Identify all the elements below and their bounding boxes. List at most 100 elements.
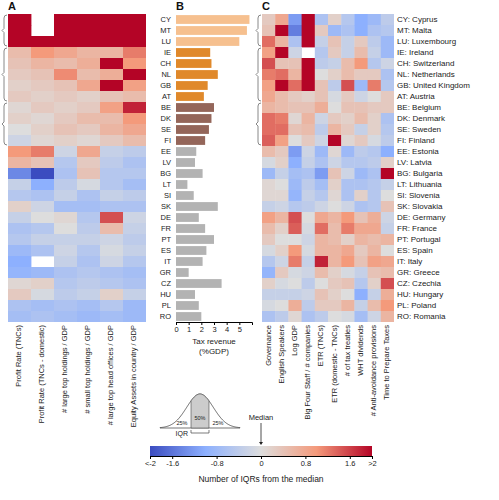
heatmap-cell — [54, 278, 77, 289]
heatmap-cell — [31, 278, 54, 289]
heatmap-cell — [315, 69, 329, 80]
heatmap-cell — [8, 212, 31, 223]
row-label: GB: United Kingdom — [397, 81, 470, 90]
heatmap-cell — [8, 278, 31, 289]
y-tick: LU — [161, 37, 171, 46]
heatmap-cell — [100, 223, 123, 234]
heatmap-cell — [262, 179, 276, 190]
heatmap-cell — [368, 267, 382, 278]
heatmap-cell — [341, 179, 355, 190]
heatmap-cell — [368, 278, 382, 289]
heatmap-cell — [341, 256, 355, 267]
heatmap-cell — [354, 278, 368, 289]
colorbar-axis: <-2-1.6-0.800.81.6>2 — [145, 456, 377, 468]
heatmap-cell — [262, 80, 276, 91]
y-tick-label: LT — [163, 180, 172, 189]
heatmap-cell — [275, 212, 289, 223]
heatmap-cell — [77, 36, 100, 47]
column-label: # small top holdings / GDP — [83, 325, 92, 414]
heatmap-cell — [77, 179, 100, 190]
y-tick-label: PL — [162, 301, 171, 310]
row-label: IE: Ireland — [397, 48, 433, 57]
heatmap-cell — [354, 14, 368, 25]
heatmap-cell — [8, 223, 31, 234]
heatmap-cell — [315, 135, 329, 146]
heatmap-cell — [100, 300, 123, 311]
heatmap-cell — [54, 58, 77, 69]
heatmap-cell — [381, 212, 394, 223]
column-label: Profit Rate (TNCs) — [14, 325, 23, 387]
y-tick-label: PT — [161, 235, 171, 244]
heatmap-cell — [381, 201, 394, 212]
heatmap-cell — [100, 201, 123, 212]
colorbar-tick: -0.8 — [211, 456, 224, 468]
heatmap-cell — [288, 124, 302, 135]
heatmap-cell — [288, 47, 302, 58]
heatmap-cell — [275, 25, 289, 36]
heatmap-cell — [315, 212, 329, 223]
heatmap-cell — [302, 102, 316, 113]
heatmap-cell — [315, 245, 329, 256]
heatmap-cells — [8, 14, 146, 322]
row-label: CZ: Czechia — [397, 279, 442, 288]
colorbar-tick-label: -1.6 — [166, 459, 179, 468]
row-label: LU: Luxembourg — [397, 37, 456, 46]
heatmap-cell — [275, 245, 289, 256]
column-labels: GovernanceEnglish SpeakersLog GDPBig Fou… — [264, 325, 392, 420]
heatmap-cell — [381, 157, 394, 168]
heatmap-cell — [262, 91, 276, 102]
row-label: PT: Portugal — [397, 235, 441, 244]
heatmap-cell — [123, 267, 146, 278]
heatmap-cell — [315, 47, 329, 58]
y-tick: GB — [160, 81, 171, 90]
y-tick: FI — [164, 136, 171, 145]
heatmap-cell — [275, 234, 289, 245]
quantile-label: 25% — [212, 420, 223, 426]
heatmap-cell — [341, 245, 355, 256]
heatmap-cell — [100, 267, 123, 278]
heatmap-cell — [123, 190, 146, 201]
row-label: NL: Netherlands — [397, 70, 455, 79]
heatmap-cell — [354, 47, 368, 58]
row-label: FR: France — [397, 224, 438, 233]
heatmap-cell — [288, 300, 302, 311]
heatmap-cell — [31, 190, 54, 201]
heatmap-cell — [31, 58, 54, 69]
heatmap-cell — [302, 135, 316, 146]
heatmap-cell — [275, 223, 289, 234]
column-label: WHT dividends — [356, 325, 365, 376]
heatmap-cell — [354, 212, 368, 223]
heatmap-cell — [315, 124, 329, 135]
y-tick: MT — [160, 26, 171, 35]
heatmap-cell — [341, 113, 355, 124]
heatmap-cell — [341, 278, 355, 289]
heatmap-cell — [288, 157, 302, 168]
bar — [176, 26, 247, 35]
bar — [176, 59, 211, 68]
heatmap-cell — [354, 91, 368, 102]
bar — [176, 290, 195, 299]
row-label: EE: Estonia — [397, 147, 439, 156]
x-tick: 1 — [187, 322, 191, 334]
heatmap-cell — [354, 135, 368, 146]
y-tick-label: FR — [161, 224, 172, 233]
y-tick: LV — [162, 158, 171, 167]
heatmap-cell — [368, 36, 382, 47]
bar — [176, 103, 214, 112]
heatmap-cell — [262, 212, 276, 223]
median-arrow-head — [259, 442, 263, 445]
y-tick: LT — [163, 180, 172, 189]
heatmap-cell — [54, 157, 77, 168]
panel-title: C — [262, 0, 270, 12]
bar — [176, 15, 249, 24]
heatmap-cell — [381, 146, 394, 157]
heatmap-cell — [262, 146, 276, 157]
heatmap-cell — [315, 201, 329, 212]
heatmap-cell — [100, 146, 123, 157]
heatmap-cell — [275, 157, 289, 168]
y-tick: IE — [164, 48, 171, 57]
heatmap-cell — [31, 80, 54, 91]
heatmap-cell — [54, 300, 77, 311]
heatmap-cell — [262, 124, 276, 135]
bar — [176, 191, 194, 200]
